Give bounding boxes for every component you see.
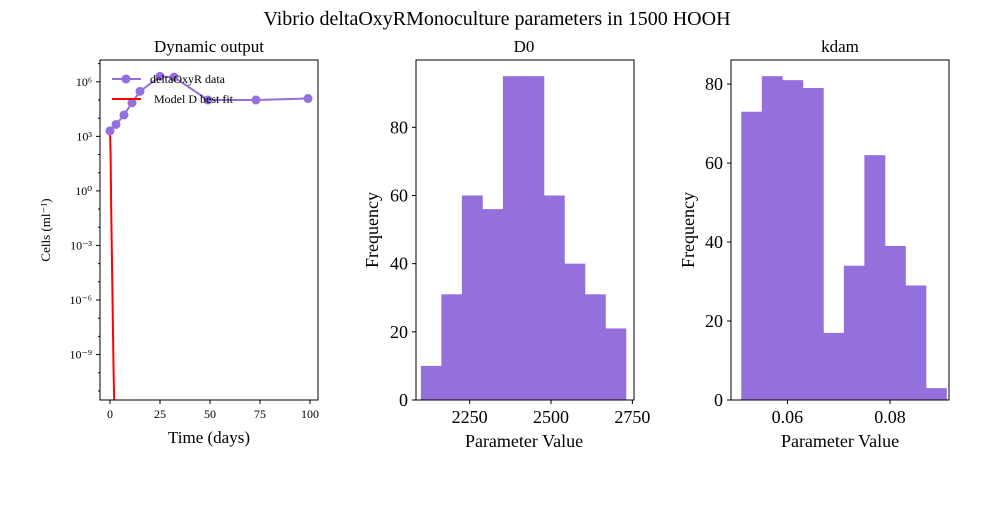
dynamic-output-legend: deltaOxyR data Model D best fit [112, 72, 234, 106]
y-tick-label: 60 [390, 185, 408, 205]
y-tick-label: 10⁶ [76, 75, 92, 89]
deltaoxyr-data-point [127, 98, 137, 108]
y-tick-label: 10⁻³ [70, 238, 92, 252]
kdam-xlabel: Parameter Value [781, 431, 899, 451]
legend-data-marker [121, 74, 131, 84]
kdam-histogram-bar [823, 332, 845, 400]
y-tick-label: 10⁻⁶ [69, 293, 92, 307]
d0-histogram-bar [605, 328, 627, 400]
y-tick-label: 20 [390, 322, 408, 342]
x-tick-label: 100 [301, 407, 319, 421]
y-tick-label: 40 [705, 232, 723, 252]
dynamic-output-xlabel: Time (days) [168, 428, 250, 447]
y-tick-label: 10³ [76, 129, 92, 143]
y-tick-label: 40 [390, 254, 408, 274]
deltaoxyr-data-point [111, 119, 121, 129]
y-tick-label: 60 [705, 153, 723, 173]
deltaoxyr-data-point [251, 95, 261, 105]
d0-histogram-bar [461, 195, 483, 400]
d0-histogram-bar [502, 76, 524, 400]
deltaoxyr-data-line [109, 75, 309, 132]
y-tick-label: 0 [399, 390, 408, 410]
x-tick-label: 25 [154, 407, 166, 421]
deltaoxyr-data-point [303, 94, 313, 104]
dynamic-output-ylabel: Cells (ml⁻¹) [38, 198, 53, 261]
d0-histogram-bar [584, 294, 606, 400]
deltaoxyr-data-point [203, 95, 213, 105]
kdam-histogram-bar [761, 76, 783, 400]
d0-histogram-axes: D0 2250 2500 2750 0 20 40 60 80 Parameter Value… [362, 37, 650, 451]
d0-histogram-bar [543, 195, 565, 400]
d0-histogram-bar [420, 365, 442, 400]
kdam-title: kdam [821, 37, 859, 56]
d0-ticks: 2250 2500 2750 0 20 40 60 80 [390, 117, 650, 427]
deltaoxyr-data-point [105, 126, 115, 136]
kdam-histogram-bar [864, 155, 886, 400]
deltaoxyr-data-point [119, 110, 129, 120]
d0-histogram-bar [482, 209, 504, 400]
deltaoxyr-data-point [169, 72, 179, 82]
model-best-fit-line [109, 130, 116, 401]
dynamic-output-frame [99, 59, 319, 401]
kdam-histogram-bar [741, 111, 763, 400]
kdam-plot-area [741, 76, 947, 400]
d0-histogram-bar [564, 263, 586, 400]
y-tick-label: 20 [705, 311, 723, 331]
kdam-histogram-bar [884, 245, 906, 400]
kdam-histogram-bar [925, 388, 947, 400]
legend-data-label: deltaOxyR data [150, 72, 226, 86]
d0-histogram-bar [523, 76, 545, 400]
figure-suptitle: Vibrio deltaOxyRMonoculture parameters i… [263, 8, 730, 30]
deltaoxyr-data-point [135, 86, 145, 96]
dynamic-output-axes: Dynamic output 0 25 50 75 100 10⁻⁹ 10⁻⁶ 10⁻³ 10⁰… [38, 37, 319, 447]
kdam-histogram-bar [843, 265, 865, 400]
y-tick-label: 80 [390, 117, 408, 137]
x-tick-label: 2500 [533, 407, 569, 427]
dynamic-output-ticks: 0 25 50 75 100 10⁻⁹ 10⁻⁶ 10⁻³ 10⁰ 10³ 10⁶ [69, 63, 319, 421]
y-tick-label: 80 [705, 74, 723, 94]
y-tick-label: 10⁻⁹ [69, 348, 92, 362]
d0-xlabel: Parameter Value [465, 431, 583, 451]
kdam-histogram-bar [782, 80, 804, 400]
x-tick-label: 0.08 [874, 407, 906, 427]
x-tick-label: 0.06 [772, 407, 804, 427]
dynamic-output-plot-area [105, 71, 313, 401]
deltaoxyr-data-point [155, 71, 165, 81]
kdam-frame [730, 59, 950, 401]
kdam-ylabel: Frequency [678, 192, 698, 268]
d0-title: D0 [514, 37, 535, 56]
kdam-histogram-bar [905, 285, 927, 400]
x-tick-label: 2250 [452, 407, 488, 427]
d0-ylabel: Frequency [362, 192, 382, 268]
kdam-histogram-bar [802, 88, 824, 400]
x-tick-label: 0 [107, 407, 113, 421]
d0-plot-area [420, 76, 627, 400]
d0-frame [415, 59, 635, 401]
x-tick-label: 75 [254, 407, 266, 421]
d0-histogram-bar [441, 294, 463, 400]
x-tick-label: 2750 [614, 407, 650, 427]
kdam-histogram-axes: kdam 0.06 0.08 0 20 40 60 80 Parameter Value F… [678, 37, 950, 451]
y-tick-label: 0 [714, 390, 723, 410]
kdam-ticks: 0.06 0.08 0 20 40 60 80 [705, 74, 906, 427]
dynamic-output-title: Dynamic output [154, 37, 264, 56]
legend-model-label: Model D best fit [154, 92, 234, 106]
x-tick-label: 50 [204, 407, 216, 421]
y-tick-label: 10⁰ [75, 184, 92, 198]
